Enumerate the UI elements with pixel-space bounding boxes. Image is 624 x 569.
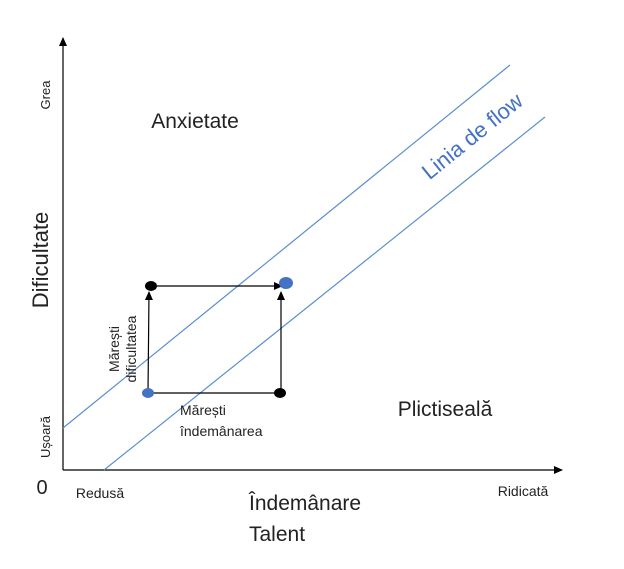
origin-label: 0: [36, 477, 47, 499]
step-label: îndemânarea: [179, 423, 263, 439]
step-label: Mărești: [106, 326, 122, 372]
x-right-label: Ridicată: [498, 483, 549, 499]
point-black: [274, 388, 286, 398]
step-label: Mărești: [180, 402, 226, 418]
y-bottom-label: Ușoară: [38, 415, 53, 458]
region-label: Anxietate: [151, 110, 239, 133]
point-blue: [142, 388, 154, 398]
y-axis-label: Dificultate: [28, 212, 53, 309]
flow-lower-line: [103, 116, 546, 471]
y-top-label: Grea: [38, 80, 53, 110]
x-axis-label: Îndemânare: [248, 492, 361, 515]
point-blue: [279, 277, 293, 289]
arrow-up-difficulty: [144, 291, 153, 394]
x-axis-label: Talent: [249, 523, 305, 546]
flow-upper-line: [62, 64, 511, 429]
x-left-label: Redusă: [76, 485, 124, 501]
step-label: dificultatea: [123, 315, 139, 382]
point-black: [145, 281, 157, 291]
region-label: Plictiseală: [398, 398, 493, 421]
